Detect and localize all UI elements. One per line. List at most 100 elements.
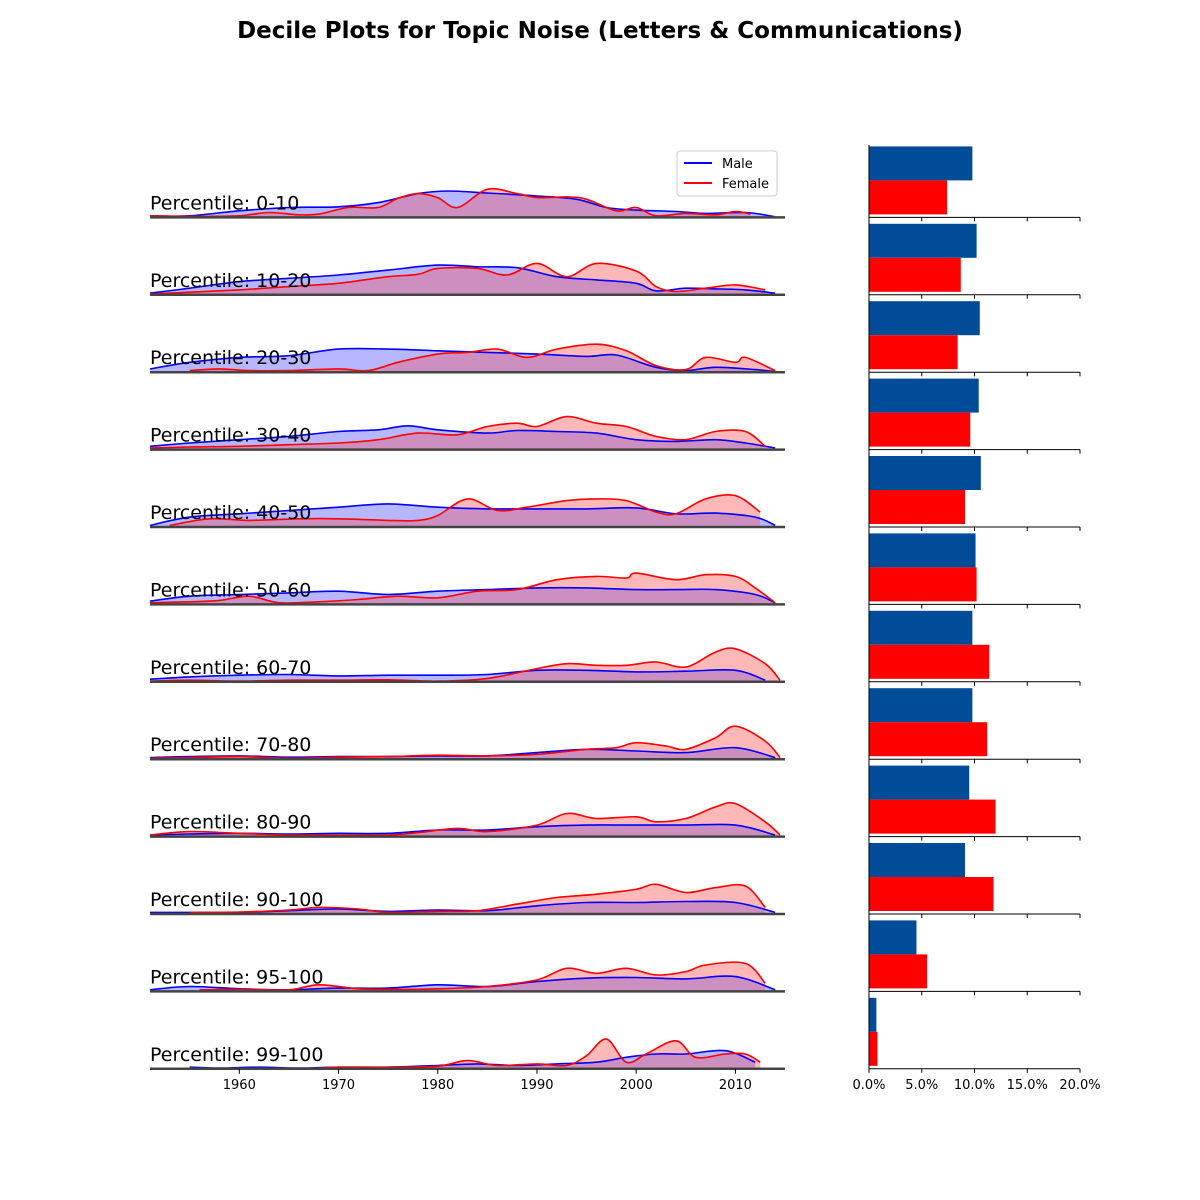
legend-female-label: Female: [722, 177, 769, 192]
row-label: Percentile: 30-40: [150, 425, 311, 447]
female-line: [318, 1038, 761, 1069]
male-bar: [869, 456, 981, 490]
ridge-row: Percentile: 10-20: [149, 262, 785, 297]
bar-row: [868, 920, 1081, 996]
overlap-area: [150, 824, 776, 837]
ridgeline-panel: Percentile: 0-10 Percentile: 10-20 Percent…: [149, 187, 785, 1093]
overlap-area: [150, 425, 766, 450]
row-label: Percentile: 60-70: [150, 657, 311, 679]
bar-row: [868, 301, 1081, 377]
female-line: [149, 415, 766, 449]
legend: Male Female: [676, 150, 778, 197]
ridge-row: Percentile: 99-100: [150, 1038, 785, 1071]
bar-row: [868, 456, 1081, 531]
bar-row: [868, 533, 1081, 609]
bar-panel: 0.0% 5.0% 10.0% 15.0% 20.0%: [852, 145, 1101, 1093]
female-line: [169, 493, 761, 527]
bar-row: [868, 765, 1081, 841]
male-line: [149, 424, 776, 449]
overlap-area: [150, 669, 766, 682]
female-line: [149, 572, 776, 604]
male-bar: [869, 223, 977, 258]
male-line: [149, 190, 776, 218]
ridge-row: Percentile: 0-10: [149, 187, 785, 219]
bar-tick-label: 5.0%: [905, 1078, 938, 1093]
overlap-area: [150, 587, 776, 605]
bar-row: [868, 997, 1081, 1073]
male-bar: [869, 533, 976, 568]
female-line: [149, 262, 766, 295]
female-line: [189, 883, 766, 914]
female-bar: [869, 567, 977, 602]
female-bar: [869, 954, 928, 989]
row-label: Percentile: 50-60: [150, 579, 311, 601]
male-bar: [869, 920, 917, 955]
row-label: Percentile: 70-80: [150, 734, 311, 756]
row-label: Percentile: 0-10: [150, 192, 299, 214]
overlap-area: [318, 1050, 756, 1069]
female-bar: [869, 180, 948, 215]
overlap-area: [150, 190, 751, 218]
row-label: Percentile: 99-100: [150, 1044, 323, 1066]
ridge-row: Percentile: 80-90: [149, 801, 785, 838]
male-bar: [869, 301, 980, 336]
male-line: [149, 586, 776, 604]
male-bar: [869, 378, 979, 413]
male-bar: [869, 146, 973, 181]
x-tick-label: 1990: [520, 1078, 553, 1093]
chart-title: Decile Plots for Topic Noise (Letters & …: [237, 18, 963, 44]
x-tick-label: 1980: [421, 1078, 454, 1093]
ridge-row: Percentile: 30-40: [149, 415, 785, 451]
row-label: Percentile: 95-100: [150, 966, 323, 988]
x-tick-label: 2010: [719, 1078, 752, 1093]
overlap-area: [189, 348, 776, 373]
ridge-row: Percentile: 90-100: [150, 883, 785, 916]
x-tick-label: 1960: [223, 1078, 256, 1093]
bar-row: [868, 843, 1081, 918]
ridge-row: Percentile: 70-80: [149, 725, 785, 761]
female-bar: [869, 257, 961, 292]
female-line: [199, 961, 766, 991]
female-line: [189, 343, 776, 372]
ridge-row: Percentile: 60-70: [149, 647, 785, 684]
bar-tick-label: 10.0%: [954, 1078, 995, 1093]
male-bar: [869, 688, 973, 723]
legend-male-label: Male: [722, 157, 753, 172]
row-label: Percentile: 90-100: [150, 889, 323, 911]
overlap-area: [189, 901, 766, 914]
male-bar: [869, 610, 973, 645]
female-bar: [869, 799, 996, 834]
bar-tick-label: 15.0%: [1007, 1078, 1048, 1093]
bar-row: [868, 146, 1081, 222]
bar-tick-label: 20.0%: [1059, 1078, 1100, 1093]
male-bar: [869, 997, 877, 1032]
male-line: [149, 668, 766, 681]
ridge-row: Percentile: 40-50: [149, 493, 785, 529]
bar-tick-label: 0.0%: [852, 1078, 885, 1093]
female-line: [149, 801, 781, 836]
bar-row: [868, 378, 1081, 454]
x-tick-label: 1970: [322, 1078, 355, 1093]
male-bar: [869, 765, 970, 800]
female-line: [149, 187, 751, 218]
overlap-area: [199, 976, 766, 992]
row-label: Percentile: 80-90: [150, 812, 311, 834]
female-line: [149, 647, 781, 682]
female-bar: [869, 722, 988, 757]
female-bar: [869, 1031, 878, 1066]
ridge-row: Percentile: 50-60: [149, 572, 785, 606]
female-bar: [869, 490, 966, 524]
male-line: [149, 264, 776, 294]
row-label: Percentile: 10-20: [150, 270, 311, 292]
male-line: [149, 503, 776, 527]
row-label: Percentile: 40-50: [150, 502, 311, 524]
bar-row: [868, 688, 1081, 764]
row-label: Percentile: 20-30: [150, 347, 311, 369]
female-bar: [869, 335, 958, 370]
female-bar: [869, 412, 971, 447]
ridge-row: Percentile: 20-30: [149, 343, 785, 374]
ridge-row: Percentile: 95-100: [149, 961, 785, 993]
female-bar: [869, 644, 990, 679]
bar-row: [868, 610, 1081, 686]
